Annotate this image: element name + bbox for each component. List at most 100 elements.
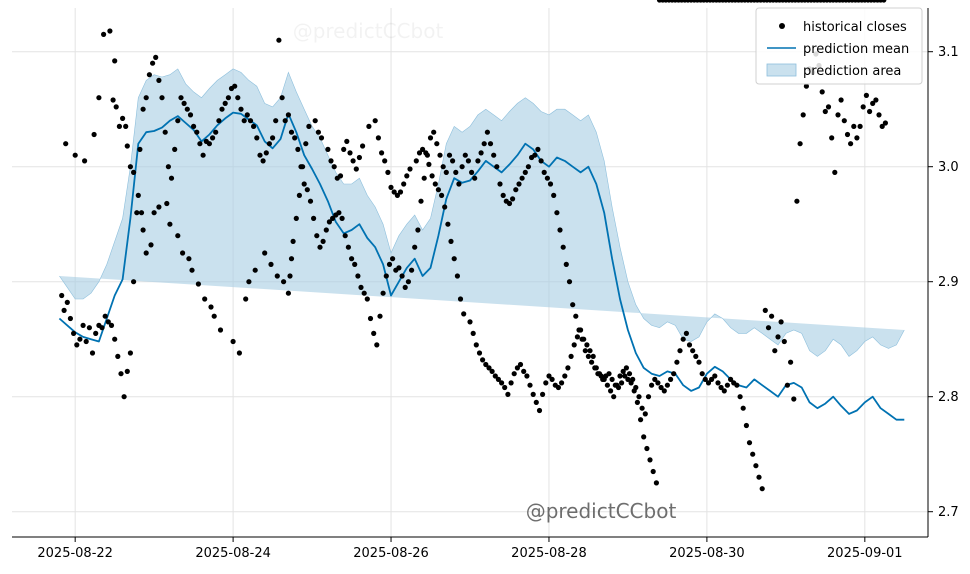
historical-close-point (187, 112, 194, 118)
historical-close-point (454, 273, 460, 279)
historical-close-point (851, 123, 857, 129)
historical-close-point (412, 244, 418, 250)
historical-close-point (156, 204, 162, 210)
historical-close-point (540, 391, 546, 397)
legend-box (755, 7, 923, 85)
historical-close-point (655, 380, 661, 386)
historical-close-point (273, 118, 279, 124)
historical-close-point (775, 334, 781, 340)
historical-close-point (341, 146, 347, 152)
historical-close-point (486, 365, 492, 371)
historical-close-point (426, 161, 432, 167)
historical-close-point (778, 319, 784, 325)
historical-close-point (535, 146, 541, 152)
historical-close-point (448, 238, 454, 244)
historical-close-point (385, 169, 391, 175)
historical-close-point (626, 371, 633, 377)
historical-close-point (80, 322, 86, 328)
historical-close-point (407, 166, 413, 172)
historical-close-point (427, 135, 434, 141)
historical-close-point (788, 359, 794, 365)
historical-close-point (867, 108, 873, 115)
historical-close-point (374, 342, 380, 348)
historical-close-point (287, 273, 293, 279)
historical-close-point (268, 261, 274, 267)
historical-close-point (762, 307, 768, 313)
historical-close-point (301, 181, 307, 187)
x-tick-label-4: 2025-08-30 (669, 546, 745, 561)
historical-close-point (829, 135, 835, 141)
historical-close-point (251, 123, 257, 129)
historical-close-point (478, 150, 484, 156)
y-tick-label-0: 2.7 (938, 505, 959, 520)
historical-close-point (585, 353, 592, 359)
historical-close-point (416, 150, 423, 156)
historical-close-point (156, 77, 162, 83)
historical-close-point (835, 112, 841, 118)
historical-close-point (307, 198, 314, 204)
historical-close-point (494, 164, 500, 170)
historical-close-point (511, 371, 517, 377)
historical-close-point (574, 334, 581, 340)
historical-close-point (323, 227, 329, 233)
historical-close-point (674, 359, 680, 365)
historical-close-point (543, 380, 549, 386)
historical-close-point (312, 118, 318, 124)
watermark-top: @predictCCbot (293, 19, 444, 43)
historical-close-point (668, 376, 674, 382)
historical-close-point (838, 97, 844, 103)
historical-close-point (429, 173, 435, 179)
historical-close-point (772, 348, 778, 354)
historical-close-point (521, 368, 527, 374)
axes: 2025-08-22 2025-08-24 2025-08-26 2025-08-28… (12, 8, 959, 561)
historical-close-point (140, 227, 146, 233)
historical-close-point (401, 181, 407, 187)
historical-close-point (347, 150, 353, 156)
historical-close-point (560, 244, 566, 250)
historical-close-point (140, 106, 146, 112)
historical-close-point (522, 169, 528, 175)
historical-close-point (563, 261, 569, 267)
historical-close-point (260, 158, 266, 164)
historical-close-point (483, 361, 489, 368)
historical-close-point (844, 131, 851, 138)
historical-close-point (439, 192, 445, 198)
historical-close-point (282, 118, 288, 124)
historical-close-point (489, 368, 495, 374)
historical-close-point (565, 365, 571, 371)
historical-closes (59, 0, 889, 492)
historical-close-point (728, 376, 734, 382)
historical-close-point (469, 169, 475, 175)
historical-close-point (514, 365, 521, 371)
historical-close-point (484, 129, 490, 135)
historical-close-point (276, 37, 282, 43)
historical-close-point (222, 100, 228, 106)
historical-close-point (555, 384, 562, 391)
historical-close-point (461, 311, 467, 317)
historical-close-point (409, 267, 415, 273)
historical-close-point (467, 319, 473, 325)
historical-close-point (705, 380, 712, 386)
historical-close-point (195, 281, 201, 287)
historical-close-point (882, 120, 889, 126)
x-tick-label-5: 2025-09-01 (827, 546, 903, 561)
historical-close-point (243, 296, 249, 302)
historical-close-point (825, 104, 832, 110)
historical-close-point (349, 256, 355, 262)
historical-close-point (431, 129, 437, 135)
historical-close-point (832, 169, 838, 175)
historical-close-point (112, 58, 118, 64)
historical-close-point (238, 106, 244, 112)
historical-close-point (446, 152, 453, 158)
x-tick-label-0: 2025-08-22 (37, 546, 113, 561)
historical-close-point (124, 368, 130, 374)
historical-close-point (570, 302, 576, 308)
historical-close-point (296, 192, 302, 198)
x-tick-label-1: 2025-08-24 (195, 546, 271, 561)
historical-close-point (186, 256, 192, 262)
historical-close-point (318, 135, 325, 141)
historical-close-point (573, 313, 579, 319)
historical-close-point (619, 380, 625, 386)
historical-close-point (295, 146, 301, 152)
historical-close-point (435, 187, 441, 193)
